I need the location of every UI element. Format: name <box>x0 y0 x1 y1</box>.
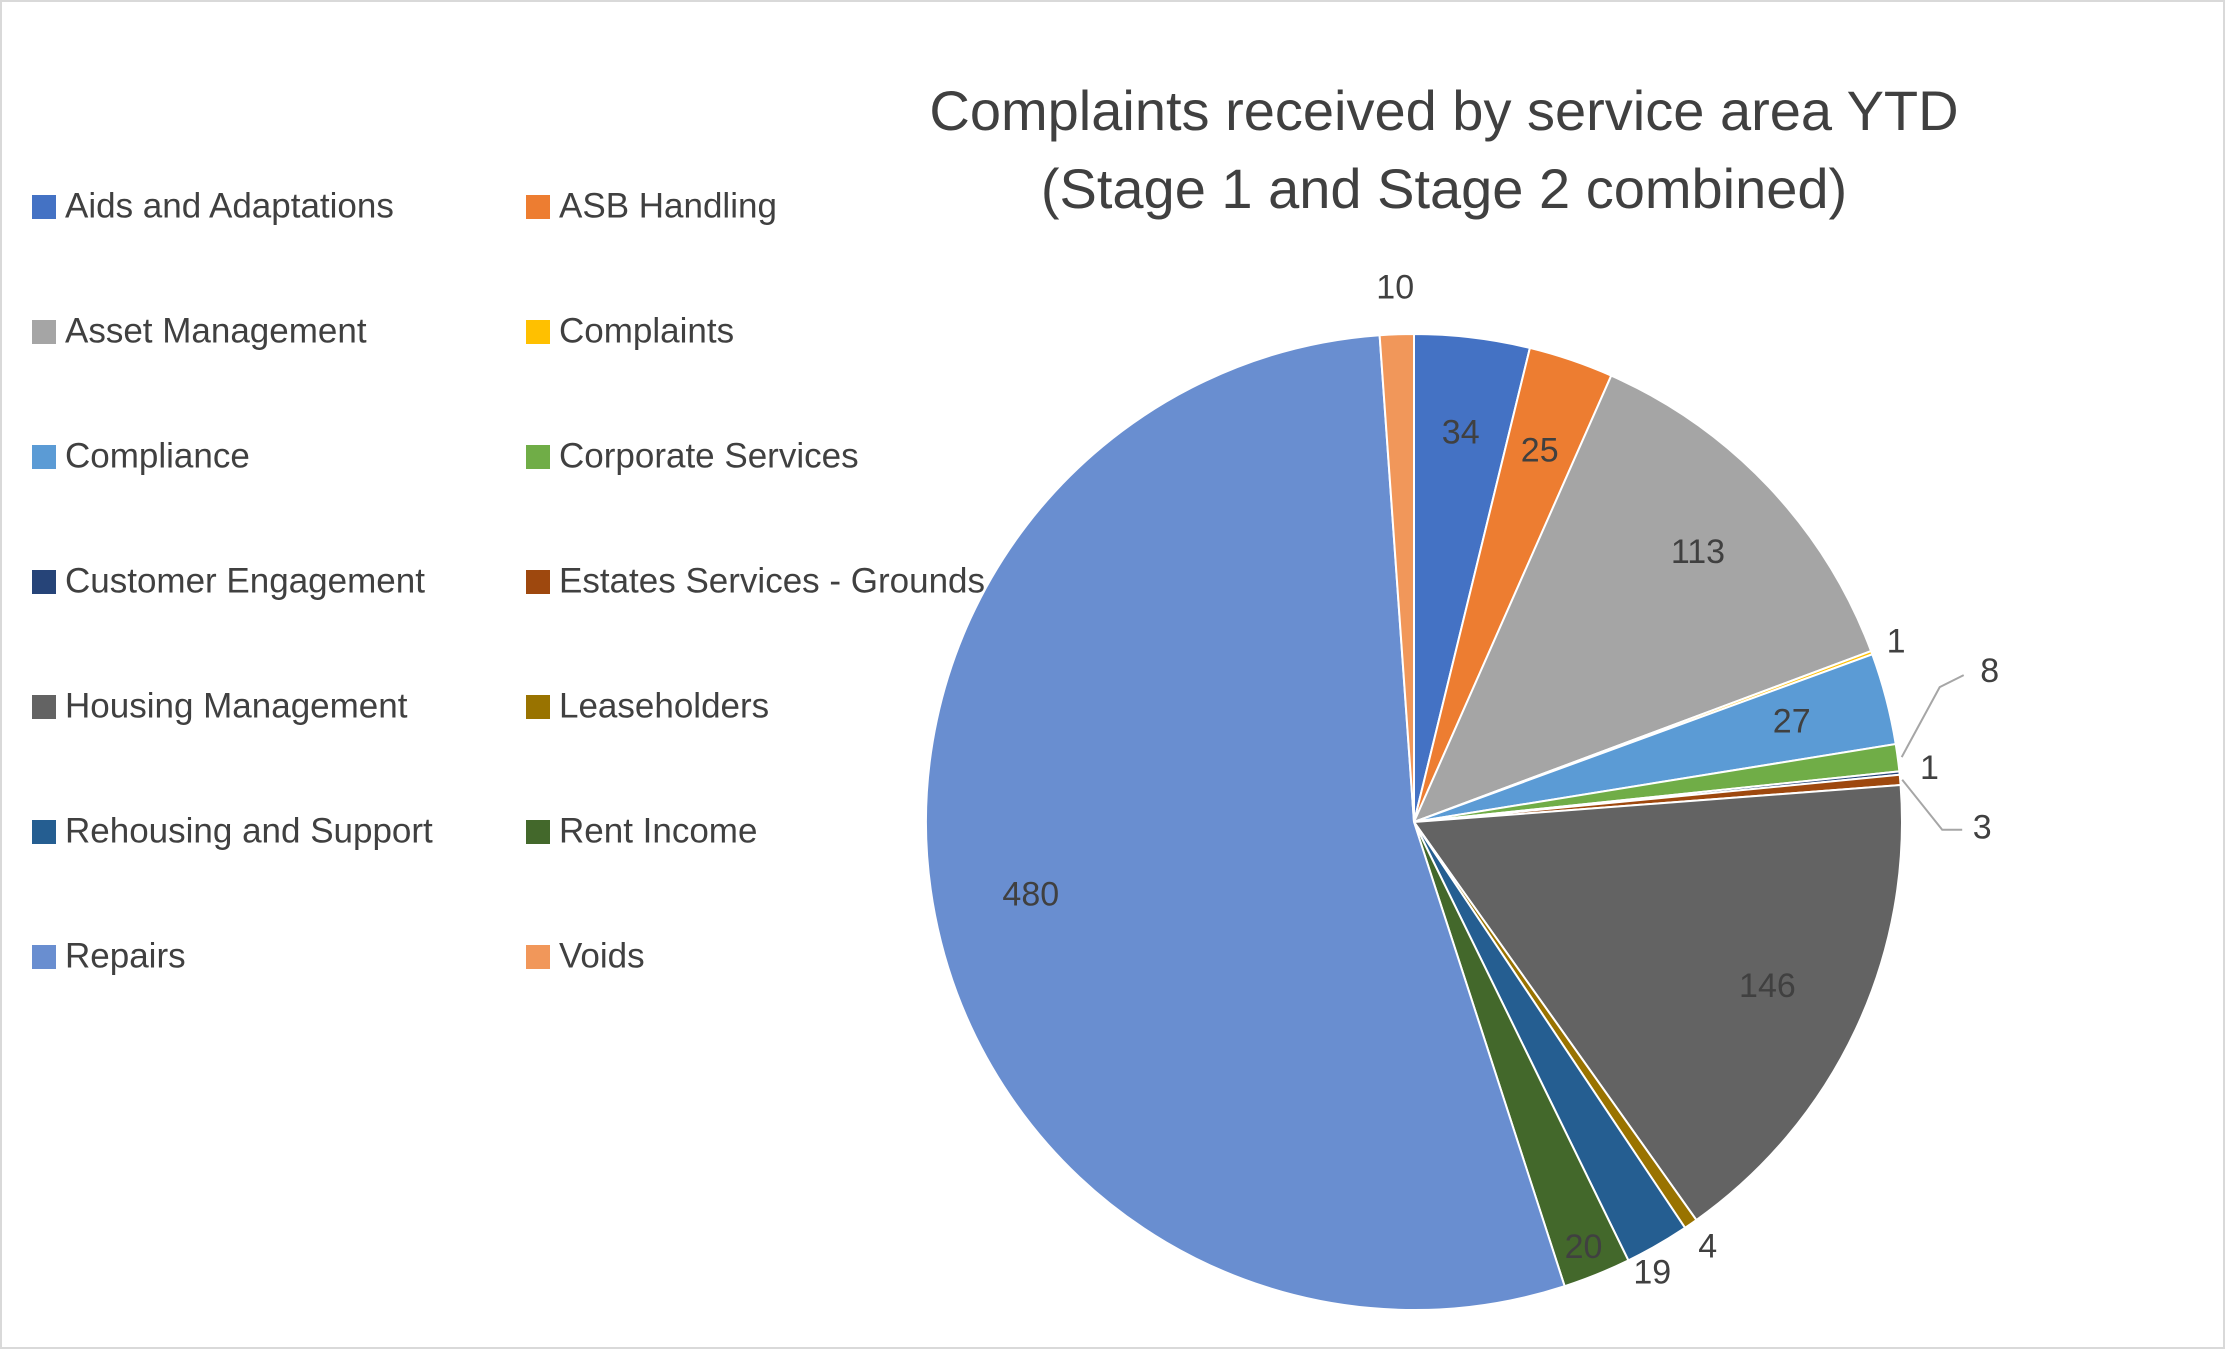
pie-slice-voids <box>1378 332 1415 823</box>
legend-swatch-rent-income <box>526 820 550 844</box>
legend-swatch-rehousing-and-support <box>32 820 56 844</box>
legend-swatch-leaseholders <box>526 695 550 719</box>
legend-label-estates-services-grounds: Estates Services - Grounds <box>559 561 985 600</box>
pie-slices <box>925 332 1904 1311</box>
legend-swatch-voids <box>526 945 550 969</box>
data-label-complaints: 1 <box>1887 623 1906 661</box>
legend-label-asb-handling: ASB Handling <box>559 186 777 225</box>
legend-label-repairs: Repairs <box>65 936 186 975</box>
legend-swatch-estates-services-grounds <box>526 570 550 594</box>
pie-slice-repairs <box>925 334 1566 1311</box>
legend-swatch-asb-handling <box>526 195 550 219</box>
data-label-estates-services-grounds: 3 <box>1973 809 1992 847</box>
data-label-customer-engagement: 1 <box>1920 749 1939 787</box>
legend-label-voids: Voids <box>559 936 645 975</box>
data-label-leaseholders: 4 <box>1698 1228 1717 1266</box>
data-label-repairs: 480 <box>1002 876 1059 914</box>
legend-swatch-customer-engagement <box>32 570 56 594</box>
pie-slice-asset-management <box>1412 374 1873 824</box>
data-label-corporate-services: 8 <box>1980 652 1999 690</box>
legend-swatch-repairs <box>32 945 56 969</box>
data-label-asb-handling: 25 <box>1521 431 1559 469</box>
legend-label-customer-engagement: Customer Engagement <box>65 561 425 600</box>
legend: Aids and Adaptations ASB Handling Asset Ma… <box>32 186 985 975</box>
data-label-asset-management: 113 <box>1671 533 1725 571</box>
legend-swatch-asset-management <box>32 320 56 344</box>
data-label-rent-income: 20 <box>1565 1228 1603 1266</box>
legend-swatch-corporate-services <box>526 445 550 469</box>
legend-label-leaseholders: Leaseholders <box>559 686 769 725</box>
data-label-housing-management: 146 <box>1739 967 1796 1005</box>
legend-swatch-compliance <box>32 445 56 469</box>
data-label-compliance: 27 <box>1773 702 1811 740</box>
legend-label-asset-management: Asset Management <box>65 311 367 350</box>
legend-label-aids-and-adaptations: Aids and Adaptations <box>65 186 394 225</box>
data-label-rehousing-and-support: 19 <box>1633 1253 1671 1291</box>
chart-title: Complaints received by service area YTD <box>929 79 1958 142</box>
data-label-voids: 10 <box>1376 268 1414 306</box>
legend-label-rehousing-and-support: Rehousing and Support <box>65 811 433 850</box>
pie-slice-housing-management <box>1412 783 1904 1222</box>
legend-swatch-housing-management <box>32 695 56 719</box>
data-label-aids-and-adaptations: 34 <box>1442 413 1480 451</box>
leader-lines <box>1900 674 1965 831</box>
chart-subtitle: (Stage 1 and Stage 2 combined) <box>1041 157 1847 220</box>
legend-label-rent-income: Rent Income <box>559 811 757 850</box>
legend-label-compliance: Compliance <box>65 436 250 475</box>
legend-label-housing-management: Housing Management <box>65 686 408 725</box>
legend-label-corporate-services: Corporate Services <box>559 436 859 475</box>
leader-line-estates-services-grounds <box>1901 779 1963 831</box>
legend-label-complaints: Complaints <box>559 311 734 350</box>
legend-swatch-complaints <box>526 320 550 344</box>
leader-line-corporate-services <box>1900 674 1965 758</box>
legend-swatch-aids-and-adaptations <box>32 195 56 219</box>
